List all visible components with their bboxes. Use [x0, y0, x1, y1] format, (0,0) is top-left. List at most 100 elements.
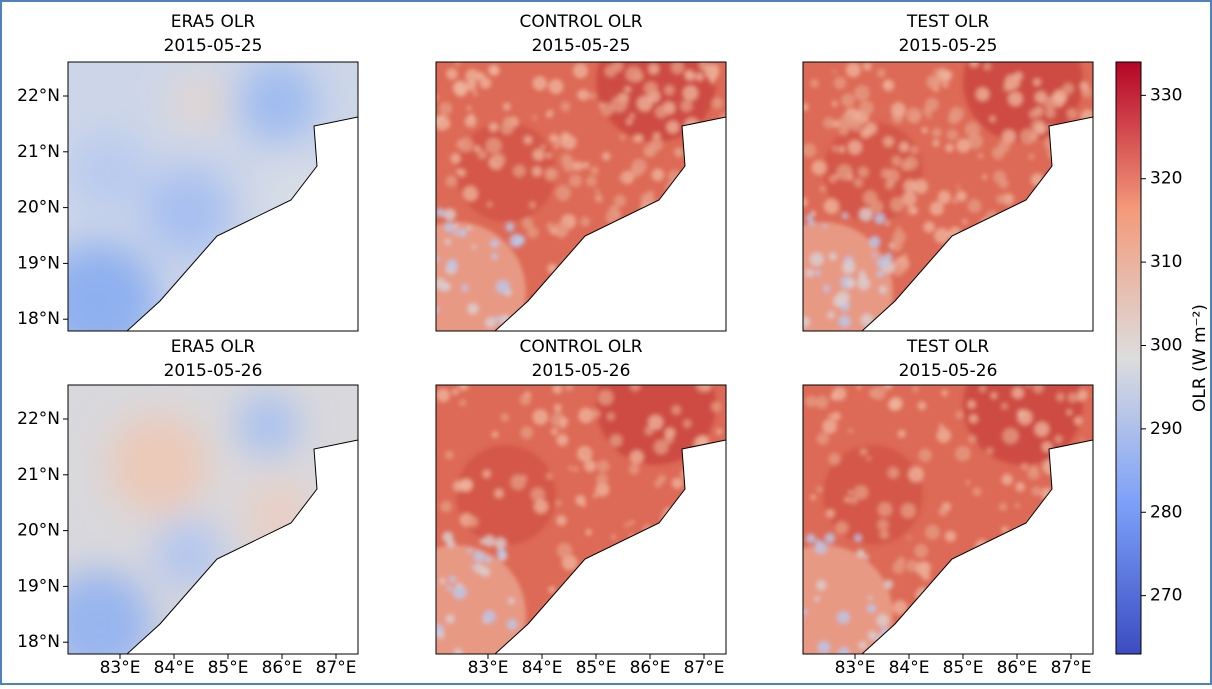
blob	[879, 285, 887, 293]
lon-tick-label: 85°E	[208, 658, 249, 678]
blob	[984, 63, 991, 70]
blob	[643, 144, 656, 157]
blob	[812, 160, 827, 175]
blob	[1027, 467, 1040, 480]
blob	[625, 86, 631, 92]
blob	[583, 162, 590, 169]
blob	[461, 285, 468, 292]
blob	[1008, 92, 1022, 106]
blob	[859, 101, 874, 116]
blob	[607, 413, 615, 421]
blob	[932, 139, 940, 147]
blob	[946, 129, 957, 140]
blob	[467, 303, 478, 314]
blob	[496, 280, 510, 294]
blob	[858, 167, 869, 178]
blob	[1017, 410, 1025, 418]
blob	[918, 449, 932, 463]
blob	[710, 79, 714, 83]
blob	[556, 515, 567, 526]
blob	[863, 62, 872, 71]
lat-tick-label: 18°N	[17, 309, 60, 329]
blob	[973, 487, 982, 496]
blob	[896, 226, 901, 231]
blob	[440, 578, 446, 584]
blob	[593, 494, 598, 499]
blob	[1035, 422, 1049, 436]
blob	[672, 478, 683, 489]
lon-tick-label: 86°E	[630, 658, 671, 678]
colorbar-tick-label: 290	[1150, 419, 1182, 439]
colorbar-tick-label: 330	[1150, 85, 1182, 105]
blob	[664, 85, 674, 95]
blob	[1015, 482, 1025, 492]
panel-date: 2015-05-26	[532, 361, 631, 381]
blob	[868, 596, 872, 600]
blob	[1067, 108, 1077, 118]
blob	[481, 567, 491, 577]
blob	[850, 496, 858, 504]
lat-tick-label: 20°N	[17, 198, 60, 218]
blob	[1001, 474, 1012, 485]
blob	[936, 428, 951, 443]
blob	[595, 189, 600, 194]
blob	[1074, 417, 1083, 426]
blob	[471, 565, 475, 569]
blob	[858, 641, 866, 649]
lon-tick-label: 83°E	[100, 658, 141, 678]
lat-tick-label: 18°N	[17, 632, 60, 652]
blob	[490, 239, 499, 248]
blob	[546, 473, 552, 479]
blob	[437, 632, 444, 639]
blob	[488, 202, 492, 206]
blob	[955, 446, 971, 462]
blob	[549, 134, 558, 143]
blob	[446, 68, 458, 80]
blob	[901, 503, 916, 518]
blob	[445, 451, 454, 460]
blob	[477, 72, 486, 81]
blob	[444, 208, 456, 220]
blob	[870, 200, 883, 213]
panel-date: 2015-05-25	[899, 36, 998, 56]
blob	[891, 156, 901, 166]
blob	[1033, 107, 1042, 116]
blob	[631, 159, 647, 175]
blob	[833, 146, 838, 151]
blob	[955, 411, 963, 419]
blob	[880, 530, 889, 539]
blob	[815, 396, 828, 409]
blob	[556, 434, 568, 446]
blob	[589, 92, 596, 99]
blob	[1063, 83, 1074, 94]
blob	[637, 96, 652, 111]
blob	[447, 259, 458, 270]
blob	[458, 228, 467, 237]
blob	[930, 201, 944, 215]
blob	[681, 100, 693, 112]
blob	[436, 208, 445, 217]
lon-tick-label: 85°E	[943, 658, 984, 678]
blob	[805, 396, 817, 408]
blob	[848, 140, 862, 154]
blob	[493, 153, 505, 165]
blob	[990, 116, 996, 122]
blob	[472, 245, 476, 249]
blob	[501, 413, 510, 422]
blob	[449, 576, 456, 583]
blob	[987, 448, 993, 454]
blob	[956, 185, 960, 189]
blob	[712, 97, 724, 109]
blob	[1003, 428, 1019, 444]
blob	[532, 409, 548, 425]
blob	[810, 252, 824, 266]
blob	[630, 450, 644, 464]
blob	[1028, 154, 1034, 160]
blob	[445, 239, 451, 245]
blob	[823, 224, 827, 228]
blob	[520, 426, 533, 439]
blob	[655, 106, 667, 118]
blob	[825, 533, 836, 544]
blob	[854, 85, 870, 101]
blob	[238, 62, 318, 142]
